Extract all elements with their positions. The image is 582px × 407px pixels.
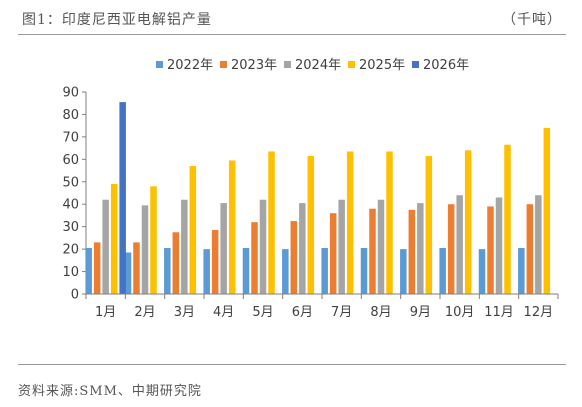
y-tick-label: 10: [62, 265, 79, 280]
y-tick-label: 0: [71, 288, 79, 303]
bar: [291, 221, 298, 294]
bar: [330, 213, 337, 294]
bar: [190, 166, 197, 294]
bar: [369, 209, 376, 294]
x-axis: 1月 2月 3月 4月 5月 6月 7月 8月 9月 10月 11月 12月: [86, 294, 558, 320]
x-tick-label: 8月: [370, 305, 391, 320]
bar: [361, 248, 368, 294]
bar: [487, 206, 494, 294]
bars: [85, 102, 550, 294]
bar: [164, 248, 171, 294]
y-axis: 0 10 20 30 40 50 60 70 80 90: [62, 86, 86, 303]
bar: [308, 156, 315, 294]
bar: [465, 150, 472, 294]
bar: [203, 249, 210, 294]
legend-swatch: [284, 61, 291, 68]
bar: [85, 248, 92, 294]
bar: [456, 195, 463, 294]
x-tick-label: 1月: [95, 305, 116, 320]
bar: [518, 248, 525, 294]
bottom-divider: [18, 364, 566, 365]
x-tick-label: 6月: [292, 305, 313, 320]
y-tick-label: 20: [62, 243, 79, 258]
bar: [321, 248, 328, 294]
bar: [527, 204, 534, 294]
x-tick-label: 9月: [410, 305, 431, 320]
bar: [173, 232, 180, 294]
bar: [544, 128, 551, 294]
x-tick-label: 12月: [524, 305, 554, 320]
x-tick-label: 2月: [134, 305, 155, 320]
x-tick-label: 4月: [213, 305, 234, 320]
bar: [243, 248, 250, 294]
bar: [111, 184, 118, 294]
y-tick-label: 30: [62, 220, 79, 235]
x-tick-label: 3月: [174, 305, 195, 320]
y-tick-label: 60: [62, 153, 79, 168]
x-tick-label: 7月: [331, 305, 352, 320]
bar: [251, 222, 258, 294]
y-tick-label: 40: [62, 198, 79, 213]
source-note: 资料来源:SMM、中期研究院: [18, 380, 202, 399]
bar: [268, 151, 275, 294]
bar: [439, 248, 446, 294]
bar: [378, 200, 385, 294]
bar: [400, 249, 407, 294]
bar: [260, 200, 267, 294]
legend: 2022年 2023年 2024年 2025年 2026年: [156, 58, 469, 73]
bar: [409, 210, 416, 294]
legend-swatch: [156, 61, 163, 68]
bar: [282, 249, 289, 294]
bar: [150, 186, 157, 294]
bar: [417, 203, 424, 294]
legend-swatch: [412, 61, 419, 68]
y-tick-label: 70: [62, 130, 79, 145]
legend-swatch: [220, 61, 227, 68]
bar: [299, 203, 306, 294]
bar: [496, 197, 503, 294]
bar: [142, 205, 149, 294]
bar: [212, 230, 219, 294]
legend-label: 2024年: [295, 58, 341, 73]
bar: [338, 200, 345, 294]
bar: [229, 160, 236, 294]
bar: [448, 204, 455, 294]
bar: [133, 242, 140, 294]
legend-swatch: [348, 61, 355, 68]
bar: [504, 145, 511, 294]
bar: [479, 249, 486, 294]
bar: [347, 151, 354, 294]
bar: [102, 200, 109, 294]
legend-label: 2026年: [423, 58, 469, 73]
bar: [119, 102, 126, 294]
legend-label: 2022年: [167, 58, 213, 73]
bar: [181, 200, 188, 294]
bar: [94, 242, 101, 294]
bar: [535, 195, 542, 294]
x-tick-label: 10月: [445, 305, 475, 320]
legend-label: 2025年: [359, 58, 405, 73]
x-tick-label: 5月: [252, 305, 273, 320]
bar: [386, 151, 393, 294]
legend-label: 2023年: [231, 58, 277, 73]
x-tick-label: 11月: [484, 305, 514, 320]
y-tick-label: 80: [62, 108, 79, 123]
bar: [220, 203, 227, 294]
bar: [426, 156, 433, 294]
y-tick-label: 90: [62, 86, 79, 101]
y-tick-label: 50: [62, 175, 79, 190]
